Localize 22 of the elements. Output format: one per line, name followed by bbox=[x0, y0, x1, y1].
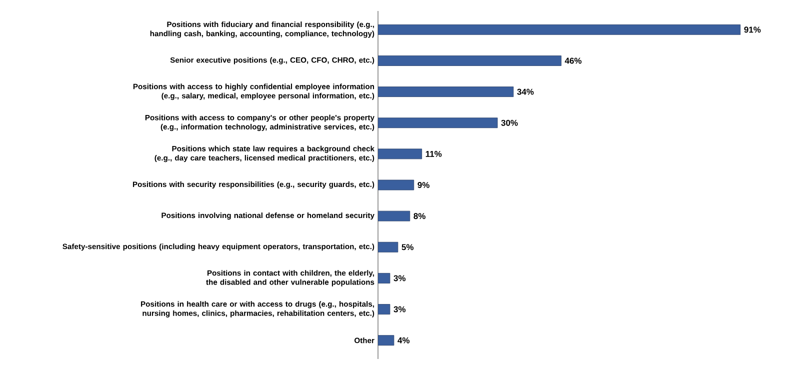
bar bbox=[378, 24, 741, 35]
bar bbox=[378, 273, 390, 284]
data-label: 3% bbox=[394, 306, 406, 312]
data-label: 34% bbox=[517, 88, 534, 95]
data-label: 9% bbox=[418, 182, 430, 188]
data-label: 91% bbox=[744, 26, 761, 33]
bar bbox=[378, 86, 514, 97]
data-label: 4% bbox=[398, 337, 410, 344]
data-label: 11% bbox=[426, 150, 442, 157]
bar bbox=[378, 180, 414, 190]
data-label: 3% bbox=[394, 275, 406, 282]
data-label: 8% bbox=[414, 213, 426, 220]
bar bbox=[378, 242, 398, 252]
bar bbox=[378, 304, 390, 314]
data-label: 46% bbox=[564, 58, 582, 64]
bar bbox=[378, 335, 394, 346]
data-label: 5% bbox=[402, 244, 414, 250]
bar bbox=[378, 56, 562, 66]
data-label: 30% bbox=[501, 120, 518, 126]
bar bbox=[378, 148, 422, 160]
bar bbox=[378, 118, 498, 128]
bar bbox=[378, 210, 410, 222]
